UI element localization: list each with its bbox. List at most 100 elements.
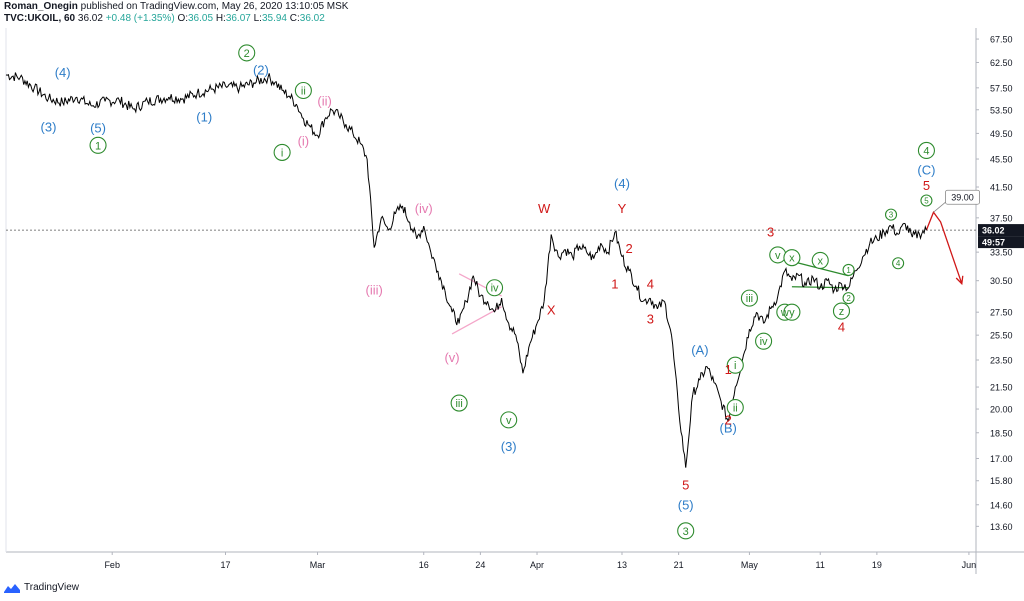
wave-label: iv xyxy=(491,283,499,295)
wave-label: iii xyxy=(746,293,753,305)
countdown-label: 49:57 xyxy=(982,238,1005,248)
target-callout-pointer xyxy=(933,201,946,213)
wave-label: 4 xyxy=(838,320,845,335)
price-axis-label: 25.50 xyxy=(990,331,1013,341)
tradingview-brand[interactable]: TradingView xyxy=(4,582,79,593)
price-segment xyxy=(196,83,212,99)
price-segment xyxy=(904,223,913,238)
wave-label: (ii) xyxy=(317,93,331,108)
price-segment xyxy=(253,74,269,85)
brand-name: TradingView xyxy=(24,582,80,593)
wave-label-circle xyxy=(726,356,744,374)
price-segment xyxy=(678,408,687,468)
price-segment xyxy=(692,377,701,395)
price-segment xyxy=(664,301,672,336)
price-segment xyxy=(274,81,283,91)
open-label: O: xyxy=(177,13,188,24)
publish-header: Roman_Onegin published on TradingView.co… xyxy=(4,1,348,13)
wave-label-circle xyxy=(755,332,773,350)
price-axis-label: 45.50 xyxy=(990,155,1013,165)
price-axis-label: 49.50 xyxy=(990,129,1013,139)
price-axis-label: 15.80 xyxy=(990,476,1013,486)
price-segment xyxy=(437,270,446,291)
price-segment xyxy=(168,94,184,105)
wave-label: 2 xyxy=(625,241,632,256)
price-segment xyxy=(118,96,134,111)
wave-label: 3 xyxy=(767,225,774,240)
price-segment xyxy=(642,297,651,306)
price-segment xyxy=(331,108,340,117)
projection-arrowhead xyxy=(955,275,964,286)
price-segment xyxy=(656,298,665,310)
current-price-label: 36.02 xyxy=(982,226,1005,236)
price-axis-label: 67.50 xyxy=(990,35,1013,45)
price-segment xyxy=(841,283,849,292)
wave-label: (C) xyxy=(917,163,935,178)
price-segment xyxy=(458,299,467,324)
price-segment xyxy=(147,94,170,106)
price-segment xyxy=(741,329,750,361)
wave-label: z xyxy=(839,306,845,318)
price-segment xyxy=(748,312,757,333)
price-segment xyxy=(48,93,64,107)
wave-label: iv xyxy=(760,336,768,348)
price-segment xyxy=(564,248,573,257)
price-segment xyxy=(536,301,545,324)
price-axis-label: 62.50 xyxy=(990,58,1013,68)
price-segment xyxy=(649,298,658,310)
wave-label: 3 xyxy=(683,526,689,538)
price-segment xyxy=(373,217,382,248)
wave-label: (4) xyxy=(55,65,71,80)
price-segment xyxy=(480,294,488,306)
wave-label: (B) xyxy=(720,421,737,436)
wave-label-circle xyxy=(832,302,851,320)
wave-label: 4 xyxy=(923,145,929,157)
price-segment xyxy=(699,366,707,381)
price-segment xyxy=(579,242,588,253)
price-axis-label: 14.60 xyxy=(990,500,1013,510)
price-segment xyxy=(394,202,403,214)
target-callout-box xyxy=(945,189,980,205)
price-segment xyxy=(508,323,517,336)
wave-label: 5 xyxy=(682,477,689,492)
price-segment xyxy=(607,231,616,256)
price-segment xyxy=(685,394,694,468)
price-segment xyxy=(720,401,729,422)
countdown-box xyxy=(978,236,1024,249)
wave-label: i xyxy=(281,147,283,159)
price-axis-label: 41.50 xyxy=(990,183,1013,193)
wave-label-circle xyxy=(726,398,744,417)
price-axis-label: 27.50 xyxy=(990,308,1013,318)
wave-label-circle xyxy=(783,249,801,267)
wave-label: ii xyxy=(733,402,738,414)
high-value: 36.07 xyxy=(225,13,251,24)
time-axis-label: 21 xyxy=(674,560,684,570)
symbol-name: TVC:UKOIL, 60 xyxy=(4,13,76,24)
wave-label: 3 xyxy=(647,312,654,327)
price-segment xyxy=(805,274,814,287)
price-segment xyxy=(302,118,311,128)
symbol-legend: TVC:UKOIL, 60 36.02 +0.48 (+1.35%) O:36.… xyxy=(4,13,325,25)
wave-label: (i) xyxy=(298,134,310,149)
wave-label-circle xyxy=(842,292,855,305)
price-segment xyxy=(635,285,644,303)
price-segment xyxy=(295,103,304,119)
author-name[interactable]: Roman_Onegin xyxy=(4,1,78,12)
wave-label: 4 xyxy=(647,276,654,291)
price-segment xyxy=(211,81,226,95)
price-segment xyxy=(338,112,347,129)
price-segment xyxy=(756,311,765,324)
low-label: L: xyxy=(253,13,262,24)
price-segment xyxy=(104,96,120,108)
open-value: 36.05 xyxy=(188,13,214,24)
price-axis-label: 23.50 xyxy=(990,355,1013,365)
price-segment xyxy=(550,234,559,257)
price-segment xyxy=(444,290,453,313)
time-axis-label: Mar xyxy=(310,560,326,570)
price-segment xyxy=(897,222,906,235)
wave-label: 1 xyxy=(846,266,851,275)
wave-label: v xyxy=(506,415,512,427)
price-segment xyxy=(593,243,602,259)
price-segment xyxy=(763,305,772,324)
